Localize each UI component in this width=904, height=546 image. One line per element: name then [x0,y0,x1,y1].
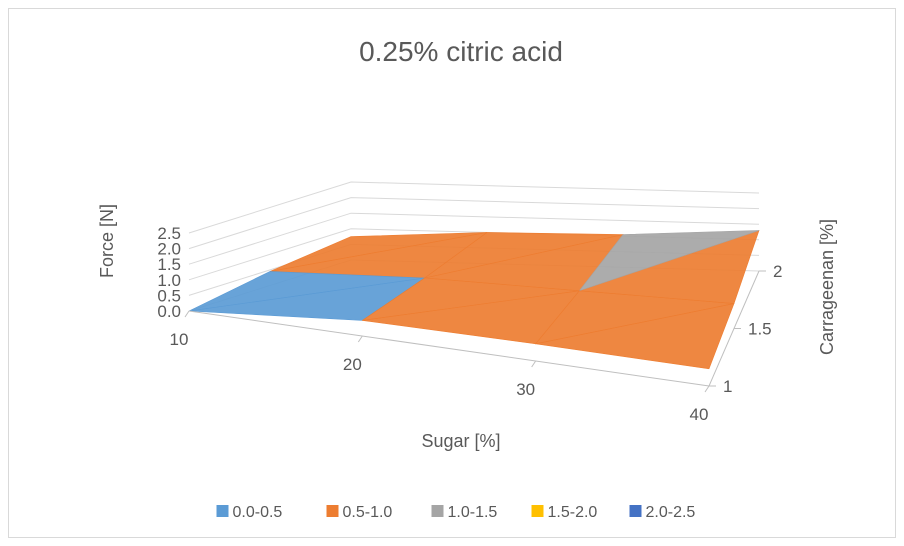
surface-patch [578,230,760,292]
x-tick-label: 10 [170,330,189,349]
legend-label: 0.5-1.0 [343,504,393,521]
legend-label: 2.0-2.5 [646,504,696,521]
legend-label: 1.0-1.5 [448,504,498,521]
chart-area: 0.0 0.5 1.0 1.5 2.0 2.5 10 20 30 40 1 1.5 2 0.25% ci… [8,8,896,538]
depth-axis-title: Carrageenan [%] [817,219,837,355]
y-tick-label: 0.5 [157,286,181,305]
y-axis-title: Force [N] [97,204,117,278]
gridline [188,181,760,234]
depth-tick-label: 1 [723,377,732,396]
surface-patch [188,271,425,312]
gridline [188,212,760,265]
gridline [188,197,760,250]
x-tick-mark [184,310,190,318]
legend-swatch [431,505,444,517]
legend-label: 0.0-0.5 [233,504,283,521]
surface-patch [362,277,580,321]
legend-label: 1.5-2.0 [548,504,598,521]
legend-swatch [326,505,339,517]
x-axis-title: Sugar [%] [421,431,500,451]
surface-patch [424,232,624,279]
depth-tick-label: 1.5 [748,320,772,339]
chart-title: 0.25% citric acid [359,36,563,67]
x-tick-label: 30 [516,380,535,399]
y-tick-label: 2.0 [157,240,181,259]
legend-swatch [629,505,642,517]
legend-swatch [531,505,544,517]
x-axis-line [188,310,710,387]
legend: 0.0-0.5 0.5-1.0 1.0-1.5 1.5-2.0 2.0-2.5 [216,504,696,521]
y-tick-label: 1.0 [157,271,181,290]
x-tick-mark [531,360,537,368]
surface-patch [269,232,488,272]
x-tick-mark [357,335,363,343]
x-tick-mark [704,385,710,393]
depth-tick-label: 2 [773,262,782,281]
surface-plot [188,229,760,370]
surface-patch [534,290,735,345]
y-tick-label: 0.0 [157,302,181,321]
y-tick-label: 1.5 [157,255,181,274]
x-tick-label: 20 [343,355,362,374]
x-tick-label: 40 [690,405,709,424]
legend-swatch [216,505,229,517]
y-tick-label: 2.5 [157,224,181,243]
